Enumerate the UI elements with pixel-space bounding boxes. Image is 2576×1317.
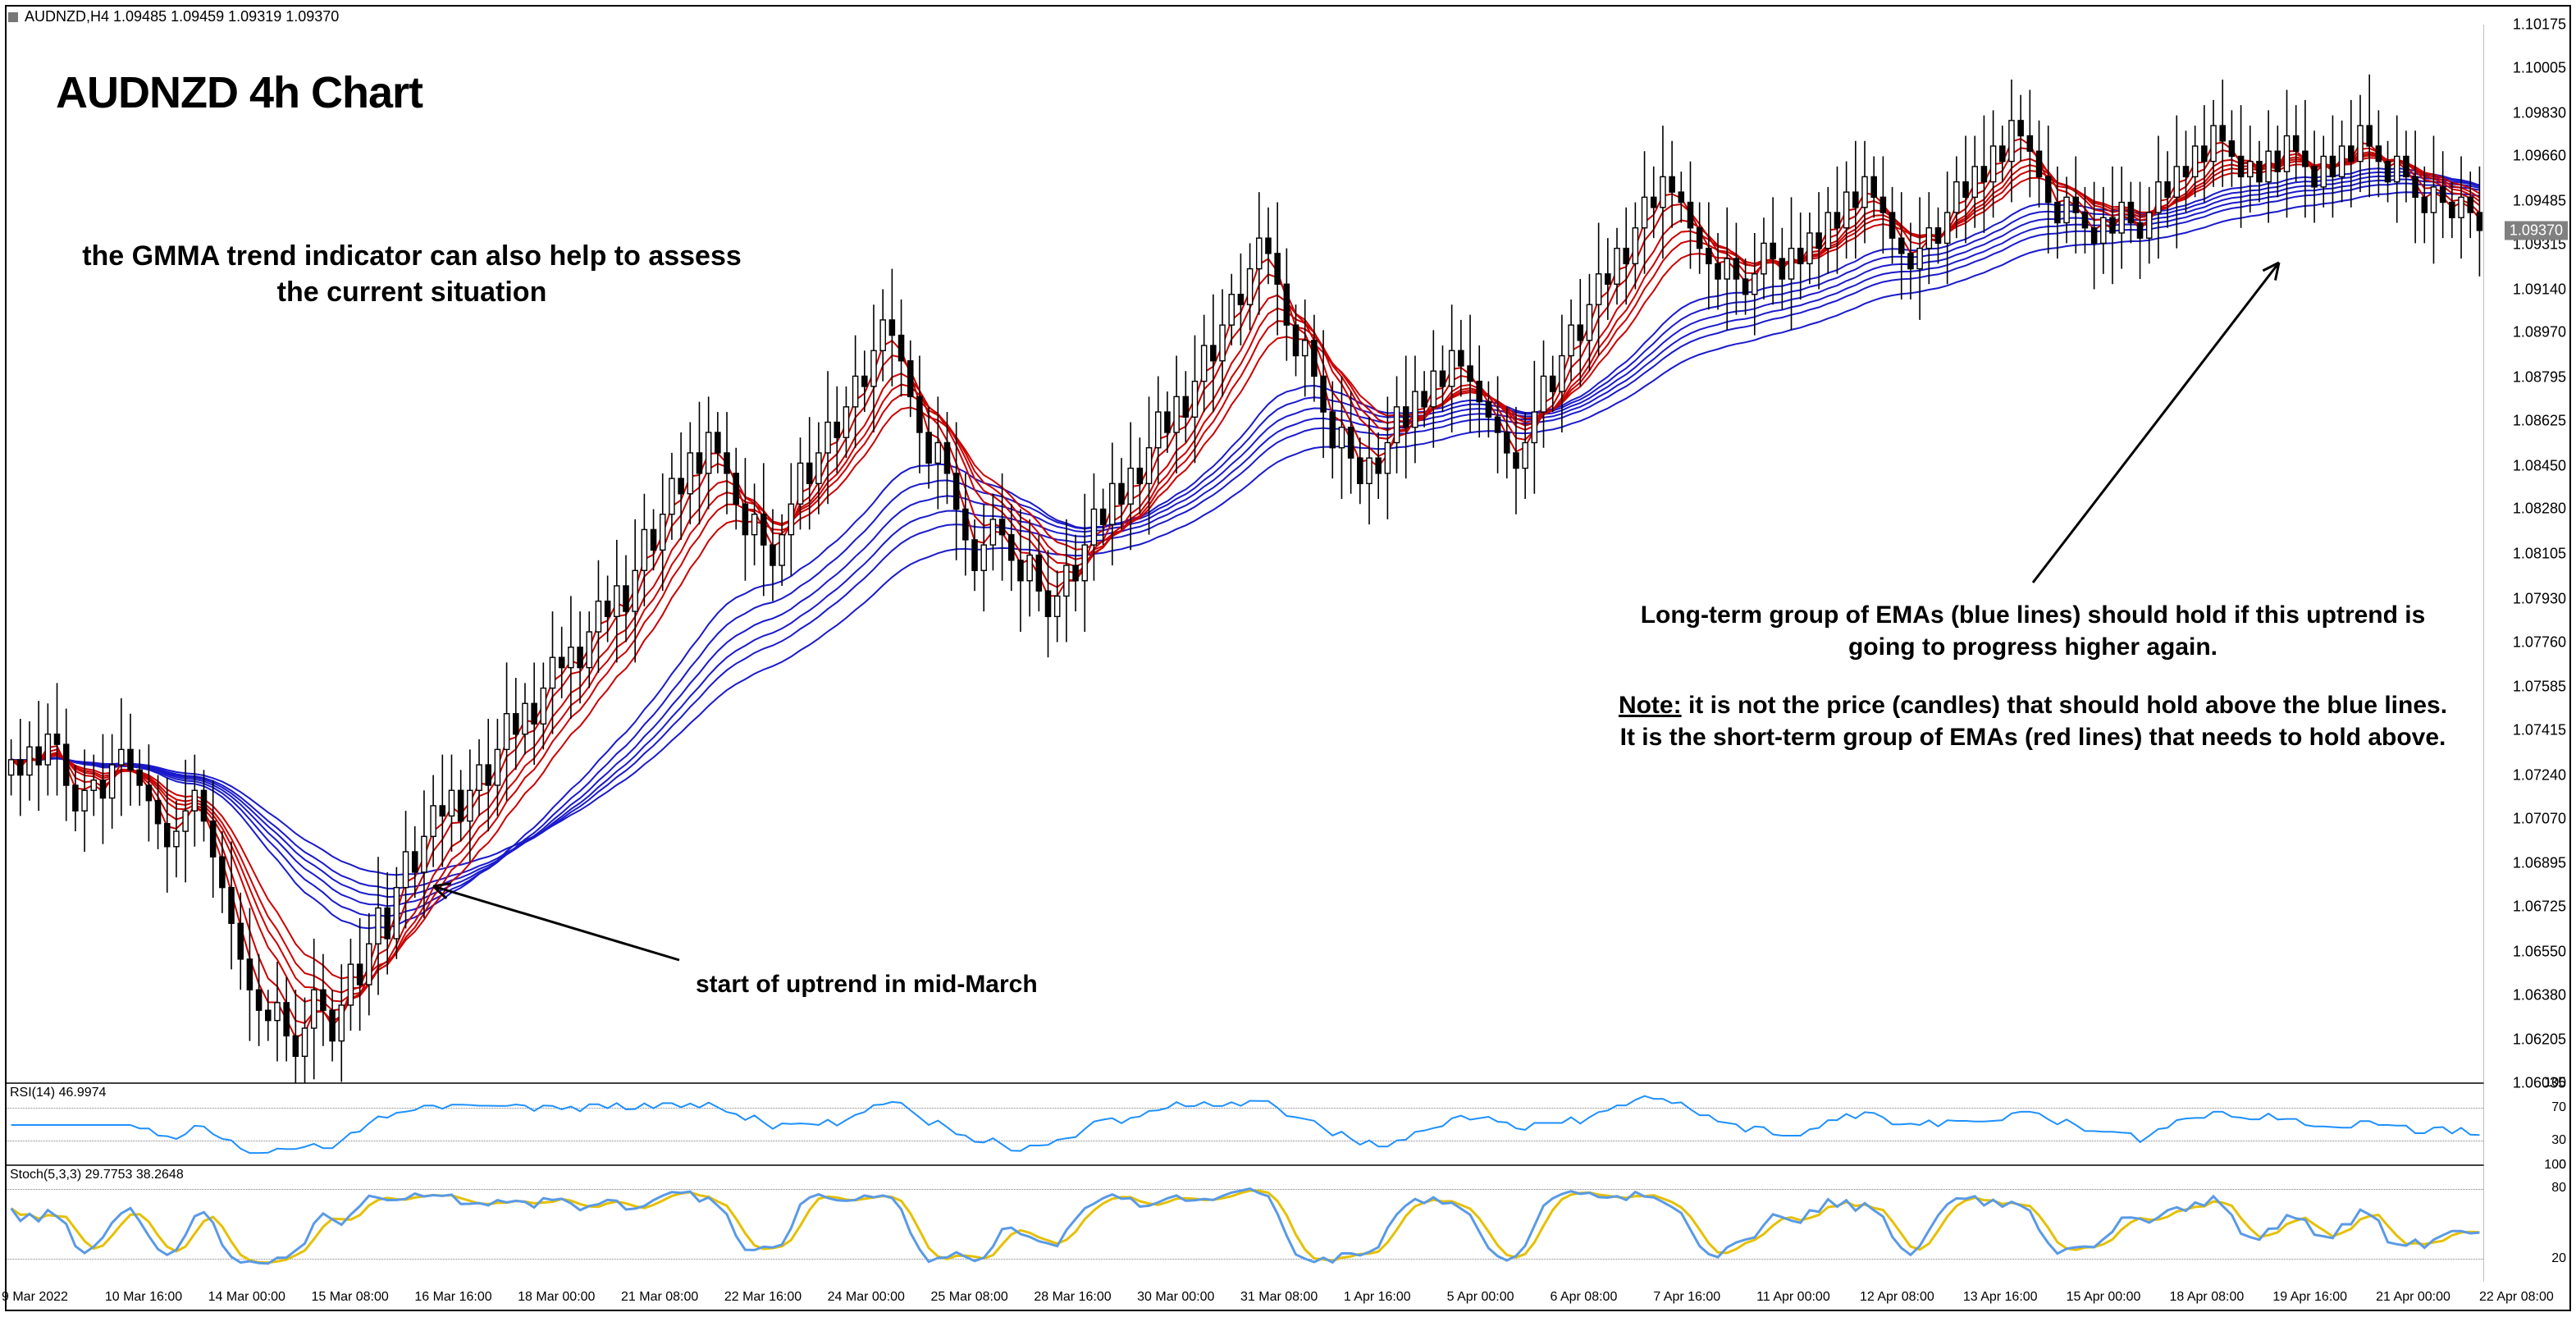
x-tick: 21 Mar 08:00 xyxy=(621,1290,698,1305)
stoch-tick-20: 20 xyxy=(2551,1251,2566,1266)
price-plot-svg xyxy=(7,25,2484,1083)
price-y-axis: 1.101751.100051.098301.096601.094851.093… xyxy=(2482,25,2569,1083)
y-tick: 1.09830 xyxy=(2513,104,2566,121)
rsi-tick-100: 100 xyxy=(2544,1076,2566,1091)
y-tick: 1.07930 xyxy=(2513,590,2566,607)
x-tick: 12 Apr 08:00 xyxy=(1860,1290,1934,1305)
y-tick: 1.07585 xyxy=(2513,679,2566,696)
main-price-panel[interactable]: AUDNZD 4h Chart the GMMA trend indicator… xyxy=(7,25,2484,1083)
annotation-note: Note: it is not the price (candles) that… xyxy=(1615,689,2451,753)
y-tick: 1.08970 xyxy=(2513,324,2566,341)
y-tick: 1.08625 xyxy=(2513,412,2566,429)
x-tick: 16 Mar 16:00 xyxy=(414,1290,491,1305)
x-tick: 15 Apr 00:00 xyxy=(2067,1290,2141,1305)
rsi-plot-svg xyxy=(7,1084,2484,1166)
annotation-note-label: Note: xyxy=(1619,692,1682,719)
annotation-note-body: it is not the price (candles) that shoul… xyxy=(1620,692,2447,751)
y-tick: 1.07070 xyxy=(2513,810,2566,827)
symbol-text: AUDNZD,H4 1.09485 1.09459 1.09319 1.0937… xyxy=(25,8,339,25)
x-tick: 31 Mar 08:00 xyxy=(1240,1290,1318,1305)
x-tick: 11 Apr 00:00 xyxy=(1756,1290,1830,1305)
y-tick: 1.07240 xyxy=(2513,766,2566,784)
x-tick: 14 Mar 00:00 xyxy=(208,1290,285,1305)
current-price-tag: 1.09370 xyxy=(2505,221,2568,240)
time-x-axis: 9 Mar 202210 Mar 16:0014 Mar 00:0015 Mar… xyxy=(7,1282,2484,1310)
y-tick: 1.06550 xyxy=(2513,943,2566,960)
y-tick: 1.09485 xyxy=(2513,193,2566,210)
rsi-tick-70: 70 xyxy=(2551,1100,2566,1115)
x-tick: 22 Mar 16:00 xyxy=(724,1290,802,1305)
stoch-panel[interactable]: Stoch(5,3,3) 29.7753 38.2648 xyxy=(7,1165,2484,1282)
chart-title: AUDNZD 4h Chart xyxy=(56,67,422,118)
y-tick: 1.10175 xyxy=(2513,16,2566,34)
y-tick: 1.09140 xyxy=(2513,281,2566,298)
annotation-longterm: Long-term group of EMAs (blue lines) sho… xyxy=(1615,599,2451,663)
symbol-icon xyxy=(8,12,18,22)
y-tick: 1.06725 xyxy=(2513,899,2566,916)
x-tick: 1 Apr 16:00 xyxy=(1344,1290,1411,1305)
y-tick: 1.06895 xyxy=(2513,855,2566,872)
y-tick: 1.10005 xyxy=(2513,59,2566,76)
stoch-y-axis: 100 80 20 xyxy=(2482,1165,2569,1282)
stoch-tick-80: 80 xyxy=(2551,1181,2566,1196)
rsi-panel[interactable]: RSI(14) 46.9974 xyxy=(7,1083,2484,1165)
y-tick: 1.09660 xyxy=(2513,148,2566,165)
annotation-subtitle: the GMMA trend indicator can also help t… xyxy=(75,238,748,310)
y-tick: 1.07415 xyxy=(2513,722,2566,739)
y-tick: 1.06205 xyxy=(2513,1031,2566,1049)
rsi-y-axis: 100 70 30 0 xyxy=(2482,1083,2569,1165)
x-tick: 15 Mar 08:00 xyxy=(312,1290,389,1305)
x-tick: 30 Mar 00:00 xyxy=(1137,1290,1214,1305)
y-tick: 1.08450 xyxy=(2513,457,2566,474)
stoch-plot-svg xyxy=(7,1166,2484,1283)
x-tick: 18 Apr 08:00 xyxy=(2170,1290,2245,1305)
rsi-tick-30: 30 xyxy=(2551,1133,2566,1148)
chart-frame: AUDNZD,H4 1.09485 1.09459 1.09319 1.0937… xyxy=(5,5,2571,1311)
annotation-start-uptrend: start of uptrend in mid-March xyxy=(696,968,1038,1000)
x-tick: 24 Mar 00:00 xyxy=(828,1290,905,1305)
x-tick: 19 Apr 16:00 xyxy=(2272,1290,2347,1305)
y-tick: 1.08105 xyxy=(2513,546,2566,563)
y-tick: 1.08795 xyxy=(2513,369,2566,386)
x-tick: 7 Apr 16:00 xyxy=(1653,1290,1720,1305)
x-tick: 13 Apr 16:00 xyxy=(1963,1290,2038,1305)
x-tick: 21 Apr 00:00 xyxy=(2376,1290,2450,1305)
y-tick: 1.07760 xyxy=(2513,633,2566,651)
y-tick: 1.06380 xyxy=(2513,986,2566,1004)
x-tick: 9 Mar 2022 xyxy=(2,1290,68,1305)
y-tick: 1.08280 xyxy=(2513,501,2566,518)
x-tick: 18 Mar 00:00 xyxy=(518,1290,595,1305)
x-tick: 28 Mar 16:00 xyxy=(1034,1290,1111,1305)
x-tick: 5 Apr 00:00 xyxy=(1447,1290,1514,1305)
x-tick: 6 Apr 08:00 xyxy=(1551,1290,1618,1305)
stoch-tick-100: 100 xyxy=(2544,1158,2566,1173)
x-tick: 25 Mar 08:00 xyxy=(931,1290,1008,1305)
x-tick: 22 Apr 08:00 xyxy=(2479,1290,2554,1305)
x-tick: 10 Mar 16:00 xyxy=(105,1290,182,1305)
symbol-header: AUDNZD,H4 1.09485 1.09459 1.09319 1.0937… xyxy=(8,8,339,25)
